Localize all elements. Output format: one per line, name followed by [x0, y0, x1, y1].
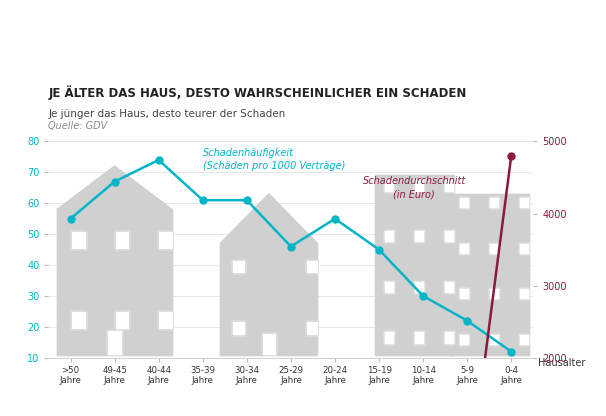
Text: Hausalter: Hausalter	[538, 358, 585, 368]
Polygon shape	[221, 194, 318, 243]
Polygon shape	[519, 243, 529, 254]
Text: Schadendurchschnitt
(in Euro): Schadendurchschnitt (in Euro)	[362, 176, 466, 199]
Polygon shape	[115, 311, 130, 329]
Polygon shape	[459, 288, 468, 300]
Polygon shape	[519, 197, 529, 208]
Polygon shape	[489, 243, 499, 254]
Polygon shape	[519, 334, 529, 345]
Polygon shape	[444, 280, 454, 293]
Polygon shape	[444, 179, 454, 191]
Polygon shape	[232, 321, 245, 334]
Text: Je jünger das Haus, desto teurer der Schaden: Je jünger das Haus, desto teurer der Sch…	[48, 109, 286, 119]
Text: Schadenhäufigkeit
(Schäden pro 1000 Verträge): Schadenhäufigkeit (Schäden pro 1000 Vert…	[203, 148, 345, 171]
Polygon shape	[384, 280, 394, 293]
Polygon shape	[415, 332, 424, 344]
Polygon shape	[305, 260, 318, 273]
Polygon shape	[444, 230, 454, 243]
Polygon shape	[107, 330, 122, 355]
Polygon shape	[384, 332, 394, 344]
Polygon shape	[415, 280, 424, 293]
Polygon shape	[58, 166, 172, 209]
Text: JE ÄLTER DAS HAUS, DESTO WAHRSCHEINLICHER EIN SCHADEN: JE ÄLTER DAS HAUS, DESTO WAHRSCHEINLICHE…	[48, 85, 467, 100]
Polygon shape	[459, 243, 468, 254]
Polygon shape	[158, 311, 173, 329]
Polygon shape	[384, 179, 394, 191]
Polygon shape	[232, 260, 245, 273]
Polygon shape	[158, 231, 173, 249]
Text: Quelle: GDV: Quelle: GDV	[48, 121, 108, 131]
Polygon shape	[444, 332, 454, 344]
Polygon shape	[115, 231, 130, 249]
Polygon shape	[489, 334, 499, 345]
Polygon shape	[415, 230, 424, 243]
Polygon shape	[71, 231, 86, 249]
Polygon shape	[415, 179, 424, 191]
Polygon shape	[58, 209, 172, 355]
Polygon shape	[459, 334, 468, 345]
Polygon shape	[221, 243, 318, 355]
Polygon shape	[384, 230, 394, 243]
Polygon shape	[71, 311, 86, 329]
Polygon shape	[519, 288, 529, 300]
Polygon shape	[305, 321, 318, 334]
Polygon shape	[450, 194, 529, 355]
Polygon shape	[459, 197, 468, 208]
Polygon shape	[262, 333, 276, 355]
Polygon shape	[489, 197, 499, 208]
Polygon shape	[489, 288, 499, 300]
Polygon shape	[375, 176, 454, 355]
